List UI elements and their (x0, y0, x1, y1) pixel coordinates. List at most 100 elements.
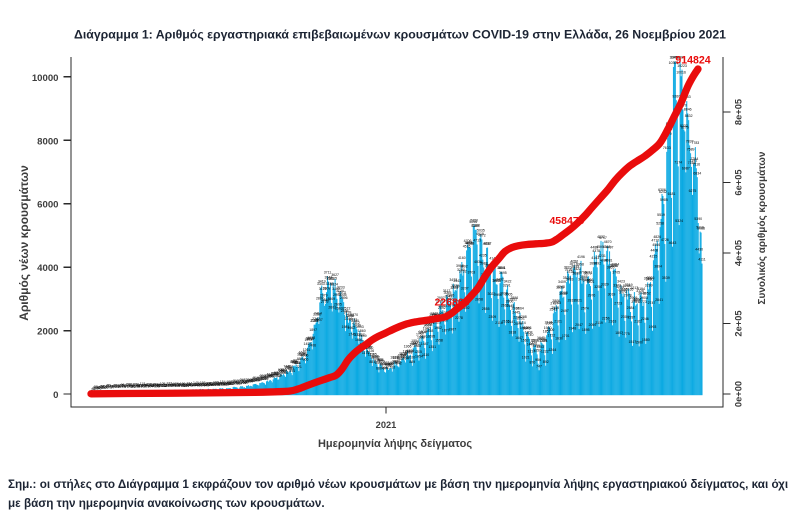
svg-text:2806: 2806 (552, 299, 560, 303)
svg-text:108: 108 (142, 384, 148, 388)
svg-text:710: 710 (285, 366, 291, 370)
svg-text:4633: 4633 (465, 241, 473, 245)
svg-text:4826: 4826 (653, 235, 661, 239)
svg-text:816: 816 (381, 362, 387, 366)
svg-text:1564: 1564 (539, 338, 547, 342)
svg-text:4235: 4235 (479, 254, 487, 258)
svg-text:3422: 3422 (504, 280, 512, 284)
svg-text:2555: 2555 (482, 307, 490, 311)
svg-text:3288: 3288 (623, 284, 631, 288)
svg-text:806: 806 (385, 363, 391, 367)
svg-text:337: 337 (262, 376, 268, 380)
svg-text:3243: 3243 (557, 285, 565, 289)
svg-text:3455: 3455 (583, 278, 591, 282)
svg-text:3117: 3117 (443, 289, 451, 293)
svg-text:1640: 1640 (537, 336, 545, 340)
svg-text:313: 313 (251, 377, 257, 381)
svg-text:5390: 5390 (694, 217, 702, 221)
svg-text:385: 385 (265, 374, 271, 378)
svg-text:2287: 2287 (628, 316, 636, 320)
svg-text:2246: 2246 (641, 317, 649, 321)
svg-text:366: 366 (269, 375, 275, 379)
svg-text:137: 137 (172, 382, 178, 386)
svg-text:1622: 1622 (305, 337, 313, 341)
svg-text:3899: 3899 (571, 264, 579, 268)
svg-text:2161: 2161 (554, 320, 562, 324)
svg-text:2183: 2183 (310, 319, 318, 323)
svg-text:3303: 3303 (613, 283, 621, 287)
svg-text:698: 698 (382, 366, 388, 370)
svg-text:155: 155 (200, 381, 206, 385)
svg-text:2437: 2437 (440, 311, 448, 315)
svg-text:259: 259 (247, 380, 253, 384)
svg-text:4613: 4613 (467, 242, 475, 246)
svg-text:92: 92 (137, 383, 141, 387)
svg-text:3019: 3019 (608, 292, 616, 296)
svg-text:1962: 1962 (347, 326, 355, 330)
svg-text:3483: 3483 (566, 278, 574, 282)
svg-text:124: 124 (163, 384, 169, 388)
svg-text:6181: 6181 (668, 192, 676, 196)
svg-text:1115: 1115 (370, 353, 377, 357)
svg-text:1110: 1110 (422, 353, 429, 357)
svg-text:242: 242 (246, 378, 252, 382)
svg-text:1222: 1222 (541, 349, 549, 353)
svg-text:6e+05: 6e+05 (733, 169, 743, 195)
svg-text:1135: 1135 (399, 352, 407, 356)
svg-text:3233: 3233 (337, 286, 345, 290)
svg-text:2942: 2942 (445, 295, 453, 299)
svg-text:1818: 1818 (508, 330, 516, 334)
svg-text:1993: 1993 (649, 325, 657, 329)
svg-text:5296: 5296 (469, 220, 477, 224)
svg-text:3711: 3711 (324, 270, 332, 274)
svg-text:3401: 3401 (587, 280, 595, 284)
svg-text:1517: 1517 (629, 340, 637, 344)
svg-text:104: 104 (147, 384, 153, 388)
svg-text:900: 900 (291, 360, 297, 364)
svg-text:1022: 1022 (372, 356, 380, 360)
svg-text:3055: 3055 (444, 291, 452, 295)
svg-text:2403: 2403 (430, 312, 438, 316)
svg-text:168: 168 (213, 381, 219, 385)
svg-text:956: 956 (535, 358, 541, 362)
svg-text:164: 164 (228, 382, 234, 386)
svg-text:1011: 1011 (392, 356, 400, 360)
svg-text:50: 50 (102, 385, 106, 389)
svg-text:674: 674 (383, 367, 389, 371)
svg-text:945: 945 (377, 358, 383, 362)
svg-text:122: 122 (144, 384, 150, 388)
svg-text:2298: 2298 (519, 315, 527, 319)
svg-text:36: 36 (96, 386, 100, 390)
svg-text:677: 677 (285, 367, 291, 371)
svg-text:1445: 1445 (409, 342, 417, 346)
svg-text:182: 182 (218, 382, 224, 386)
svg-text:154: 154 (207, 383, 213, 387)
svg-text:3165: 3165 (626, 288, 634, 292)
svg-text:2278: 2278 (455, 316, 463, 320)
svg-text:148: 148 (214, 383, 220, 387)
svg-text:164: 164 (210, 383, 216, 387)
svg-text:1406: 1406 (308, 343, 316, 347)
svg-text:412: 412 (268, 374, 274, 378)
svg-text:123: 123 (170, 384, 176, 388)
svg-text:2371: 2371 (429, 313, 437, 317)
svg-text:101: 101 (148, 384, 154, 388)
svg-text:253: 253 (248, 379, 254, 383)
svg-text:184: 184 (220, 380, 226, 384)
svg-text:237: 237 (239, 379, 245, 383)
svg-text:70: 70 (104, 386, 108, 390)
svg-text:3515: 3515 (329, 277, 337, 281)
svg-text:3492: 3492 (496, 277, 504, 281)
svg-text:1900: 1900 (547, 328, 555, 332)
svg-text:129: 129 (179, 383, 185, 387)
svg-text:636: 636 (281, 368, 287, 372)
svg-text:2909: 2909 (630, 296, 638, 300)
svg-text:4827: 4827 (597, 235, 605, 239)
svg-text:2979: 2979 (320, 294, 328, 298)
svg-text:257: 257 (244, 380, 250, 384)
svg-text:1808: 1808 (525, 331, 533, 335)
svg-text:188: 188 (243, 380, 249, 384)
svg-text:1116: 1116 (368, 353, 375, 357)
svg-text:3854: 3854 (497, 266, 505, 270)
svg-text:1226: 1226 (366, 349, 374, 353)
